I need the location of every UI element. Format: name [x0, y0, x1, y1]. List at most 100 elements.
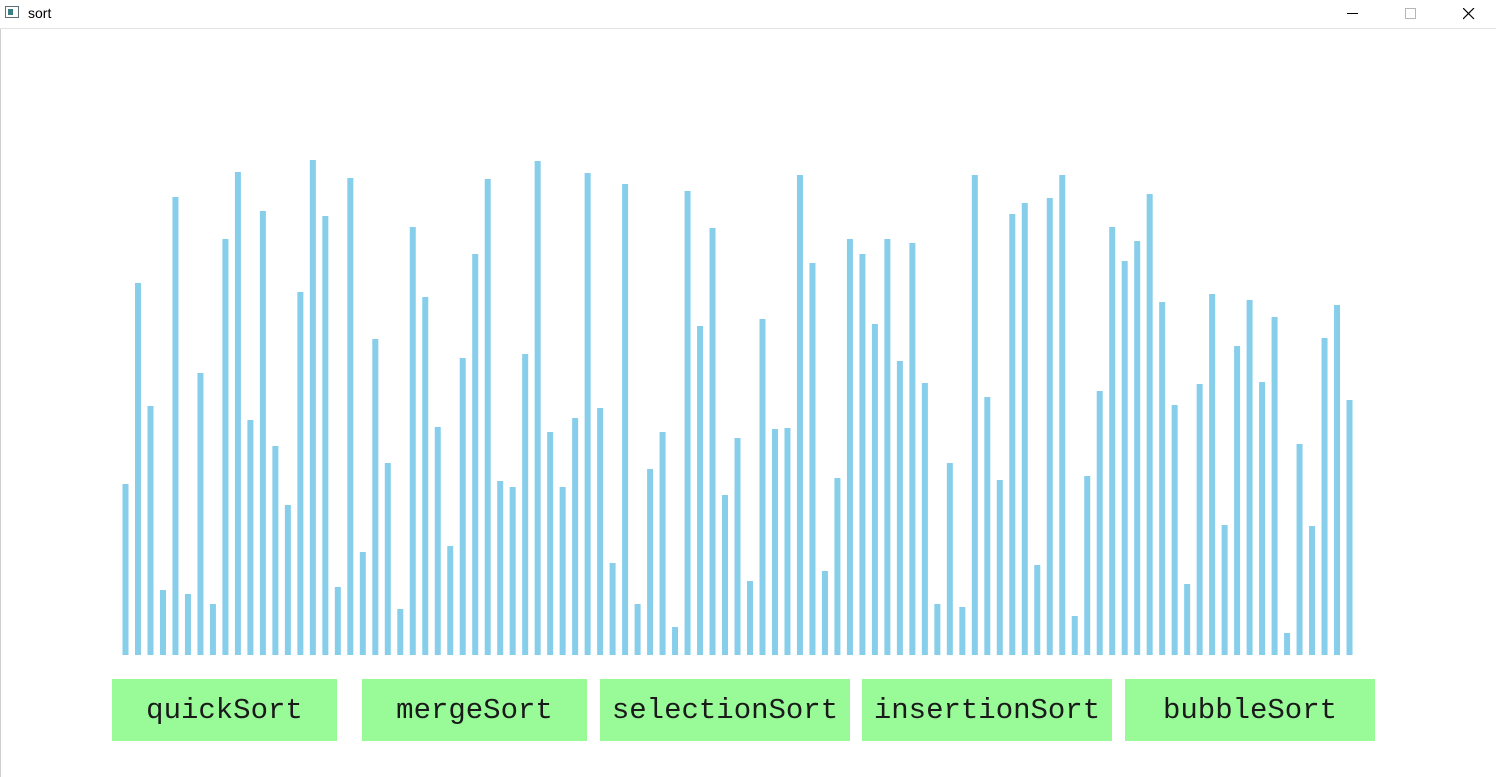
bar: [172, 197, 179, 655]
bar: [1321, 338, 1328, 655]
bar: [1259, 382, 1266, 655]
bar: [1134, 241, 1141, 655]
bar: [846, 239, 853, 655]
quick-sort-button[interactable]: quickSort: [112, 679, 337, 741]
bar: [459, 358, 466, 655]
bar: [597, 408, 604, 655]
maximize-button[interactable]: [1388, 0, 1434, 28]
bar: [234, 172, 241, 655]
bar: [871, 324, 878, 655]
bar: [347, 178, 354, 655]
bar: [647, 469, 654, 655]
bar: [1171, 405, 1178, 655]
bar: [1334, 305, 1341, 655]
bar: [684, 191, 691, 655]
bar: [1159, 302, 1166, 655]
bar: [384, 463, 391, 655]
bar: [809, 263, 816, 655]
selection-sort-button[interactable]: selectionSort: [600, 679, 850, 741]
bar: [1184, 584, 1191, 655]
bar: [1034, 565, 1041, 655]
bar: [247, 420, 254, 655]
bar: [884, 239, 891, 655]
bar: [309, 160, 316, 655]
bar: [722, 495, 729, 655]
bar: [409, 227, 416, 655]
bar: [122, 484, 129, 655]
bubble-sort-button[interactable]: bubbleSort: [1125, 679, 1375, 741]
bar: [1109, 227, 1116, 655]
bar: [921, 383, 928, 655]
bar: [834, 478, 841, 655]
bar: [697, 326, 704, 655]
bar: [909, 243, 916, 655]
bar: [509, 487, 516, 655]
bar: [184, 594, 191, 655]
minimize-button[interactable]: [1330, 0, 1376, 28]
bar: [197, 373, 204, 655]
bar: [134, 283, 141, 655]
bar: [759, 319, 766, 655]
bar: [1296, 444, 1303, 655]
bar: [971, 175, 978, 655]
insertion-sort-button[interactable]: insertionSort: [862, 679, 1112, 741]
bar: [771, 429, 778, 655]
bar: [622, 184, 629, 655]
bar: [896, 361, 903, 655]
bar: [334, 587, 341, 655]
bar: [272, 446, 279, 655]
bar: [372, 339, 379, 655]
maximize-icon: [1405, 8, 1416, 19]
bar: [1196, 384, 1203, 655]
bar: [859, 254, 866, 655]
merge-sort-button[interactable]: mergeSort: [362, 679, 587, 741]
bar: [259, 211, 266, 655]
bar: [434, 427, 441, 655]
close-button[interactable]: [1446, 0, 1492, 28]
bar: [397, 609, 404, 655]
bar: [1071, 616, 1078, 655]
bar: [659, 432, 666, 655]
bar: [297, 292, 304, 655]
bar: [634, 604, 641, 655]
bar: [946, 463, 953, 655]
app-icon: [5, 6, 19, 18]
bar: [484, 179, 491, 655]
bar: [1096, 391, 1103, 655]
bar: [534, 161, 541, 655]
bar: [159, 590, 166, 655]
bar: [222, 239, 229, 655]
bar: [147, 406, 154, 655]
bar: [472, 254, 479, 655]
close-icon: [1463, 8, 1475, 20]
bar: [1221, 525, 1228, 655]
bar: [1271, 317, 1278, 655]
bar: [747, 581, 753, 655]
bar: [522, 354, 529, 655]
bar: [934, 604, 941, 655]
bar: [584, 173, 591, 655]
bar: [359, 552, 366, 655]
title-bar: sort: [0, 0, 1496, 29]
bar: [984, 397, 991, 655]
bar: [1084, 476, 1091, 655]
bar: [734, 438, 741, 655]
bar: [672, 627, 679, 655]
bar: [784, 428, 791, 655]
bar: [1009, 214, 1016, 655]
bar: [1021, 203, 1028, 655]
bar: [1046, 198, 1053, 655]
bar: [609, 563, 616, 655]
minimize-icon: [1347, 13, 1358, 14]
bar: [559, 487, 566, 655]
window-title: sort: [28, 5, 52, 21]
bar: [547, 432, 554, 655]
bar: [422, 297, 429, 655]
bar: [497, 481, 504, 655]
bar: [209, 604, 216, 655]
bar: [284, 505, 291, 655]
bar: [959, 607, 966, 655]
bar: [821, 571, 828, 655]
bar: [447, 546, 454, 655]
bar: [709, 228, 716, 655]
